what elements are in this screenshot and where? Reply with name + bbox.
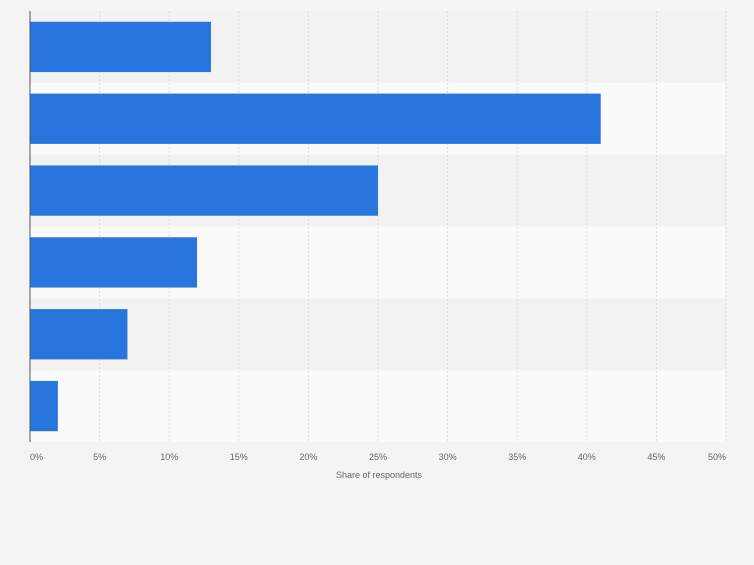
x-axis-label: Share of respondents [336,470,423,480]
tick-label-25: 25% [369,452,387,462]
bar-5 [30,309,128,360]
tick-label-15: 15% [230,452,248,462]
tick-label-0: 0% [30,452,43,462]
bars [30,21,601,432]
bar-2 [30,93,601,144]
tick-label-30: 30% [439,452,457,462]
bar-6 [30,380,58,432]
tick-label-50: 50% [708,452,726,462]
tick-label-5: 5% [93,452,106,462]
tick-label-10: 10% [160,452,178,462]
tick-label-20: 20% [299,452,317,462]
bar-3 [30,165,378,216]
row-band-6 [30,370,726,442]
row-bands [30,11,726,442]
tick-label-40: 40% [578,452,596,462]
tick-label-45: 45% [647,452,665,462]
tick-label-35: 35% [508,452,526,462]
bar-4 [30,237,198,288]
bar-1 [30,21,211,73]
x-tick-labels: 0% 5% 10% 15% 20% 25% 30% 35% 40% 45% 50% [30,452,726,462]
row-band-5 [30,298,726,371]
